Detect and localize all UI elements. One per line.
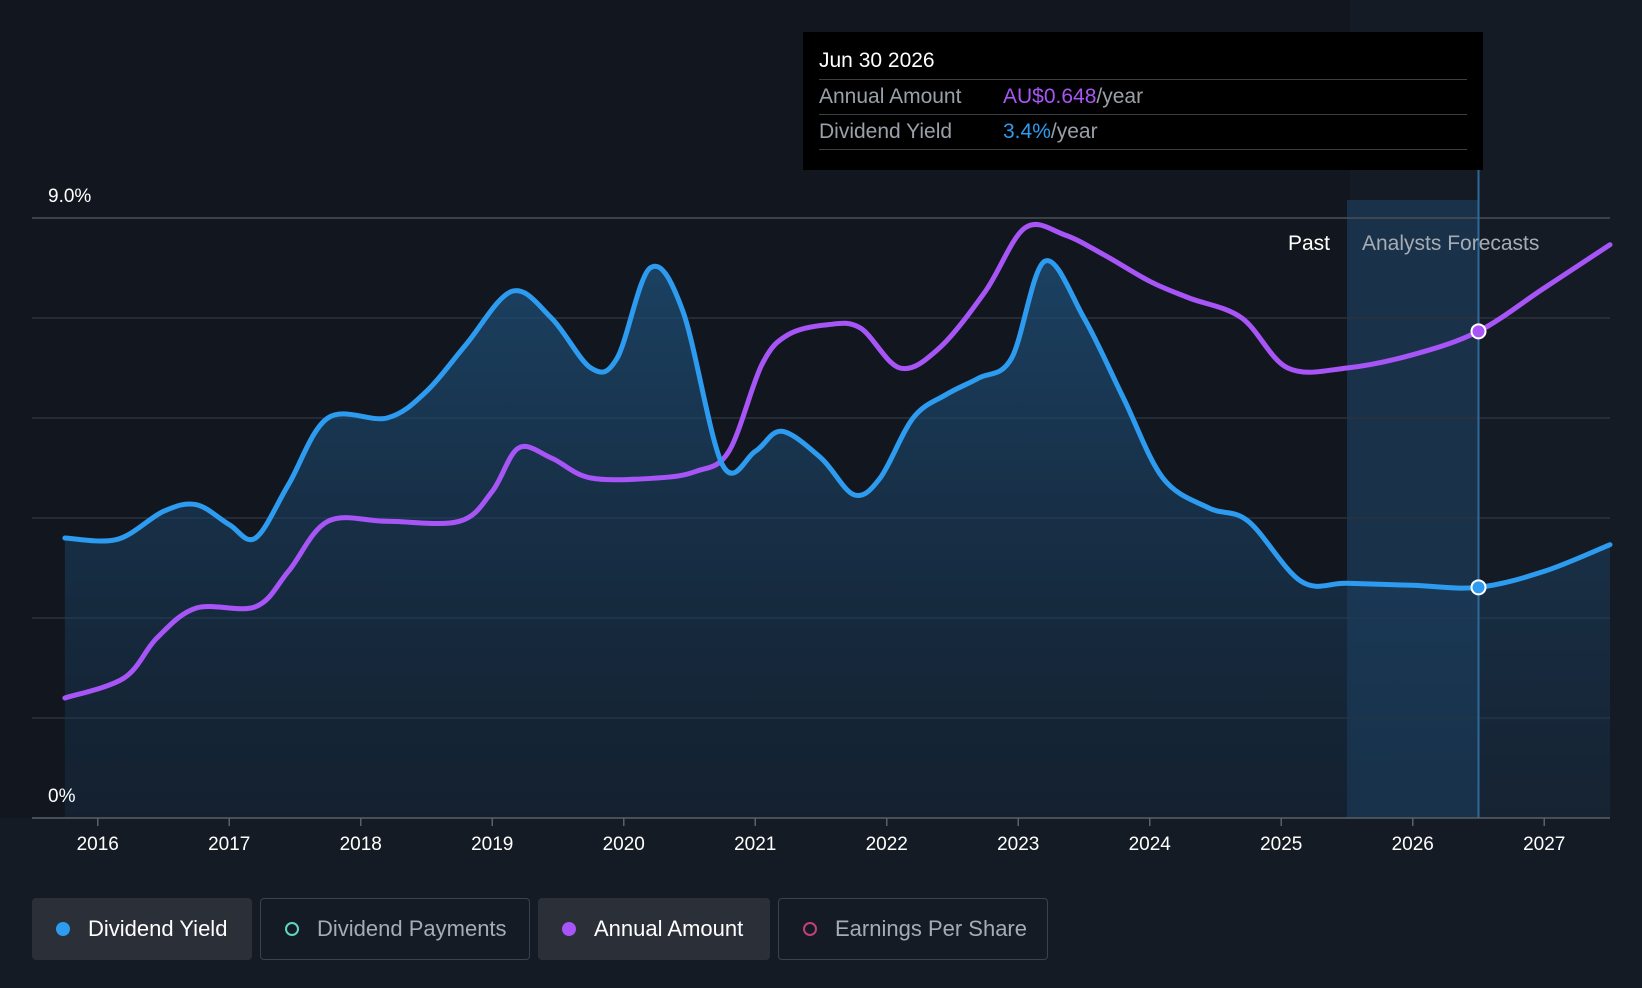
- earnings-per-share-ring-icon: [803, 922, 817, 936]
- dividend-yield-marker[interactable]: [1470, 579, 1487, 596]
- tooltip-annual-unit: /year: [1096, 85, 1144, 108]
- annual-amount-marker[interactable]: [1470, 323, 1487, 340]
- x-tick-label: 2023: [997, 834, 1039, 855]
- past-label: Past: [1288, 232, 1330, 255]
- x-tick-label: 2027: [1523, 834, 1565, 855]
- x-tick-label: 2018: [340, 834, 382, 855]
- tooltip-yield-label: Dividend Yield: [819, 120, 953, 143]
- x-tick-label: 2021: [734, 834, 776, 855]
- dividend-yield-line[interactable]: [62, 258, 1613, 591]
- dividend-payments-ring-icon: [285, 922, 299, 936]
- tooltip-annual-label: Annual Amount: [819, 85, 962, 108]
- yield-area-fill: [64, 260, 1610, 818]
- annual-amount-line[interactable]: [62, 221, 1613, 701]
- x-tick-label: 2024: [1129, 834, 1172, 855]
- tooltip-date: Jun 30 2026: [819, 46, 1467, 80]
- x-tick-label: 2017: [208, 834, 250, 855]
- forecast-label: Analysts Forecasts: [1362, 232, 1539, 255]
- tooltip-yield-unit: /year: [1050, 120, 1098, 143]
- x-tick-label: 2020: [603, 834, 645, 855]
- x-tick-label: 2022: [866, 834, 908, 855]
- x-tick-label: 2019: [471, 834, 513, 855]
- x-axis-ticks: 2016 2017 2018 2019 2020 2021 2022 2023 2024 2025…: [77, 818, 1565, 855]
- dividend-yield-dot-icon: [56, 922, 70, 936]
- legend-dividend-yield-label: Dividend Yield: [88, 916, 228, 941]
- chart-tooltip: Jun 30 2026 Annual Amount AU$0.648 /year…: [803, 32, 1483, 170]
- x-tick-label: 2016: [77, 834, 119, 855]
- legend-dividend-payments[interactable]: Dividend Payments: [260, 898, 530, 960]
- legend-annual-amount[interactable]: Annual Amount: [538, 898, 770, 960]
- x-tick-label: 2025: [1260, 834, 1302, 855]
- tooltip-yield-row: Dividend Yield 3.4% /year: [819, 115, 1467, 150]
- x-tick-label: 2026: [1392, 834, 1434, 855]
- legend-earnings-per-share-label: Earnings Per Share: [835, 916, 1027, 941]
- legend-dividend-yield[interactable]: Dividend Yield: [32, 898, 252, 960]
- annual-amount-dot-icon: [562, 922, 576, 936]
- y-axis-max-label: 9.0%: [48, 186, 91, 207]
- legend-dividend-payments-label: Dividend Payments: [317, 916, 507, 941]
- tooltip-annual-value: AU$0.648: [1003, 85, 1097, 108]
- tooltip-yield-value: 3.4%: [1003, 120, 1051, 143]
- legend-earnings-per-share[interactable]: Earnings Per Share: [778, 898, 1048, 960]
- y-axis-min-label: 0%: [48, 786, 76, 807]
- legend-annual-amount-label: Annual Amount: [594, 916, 744, 941]
- tooltip-annual-row: Annual Amount AU$0.648 /year: [819, 80, 1467, 115]
